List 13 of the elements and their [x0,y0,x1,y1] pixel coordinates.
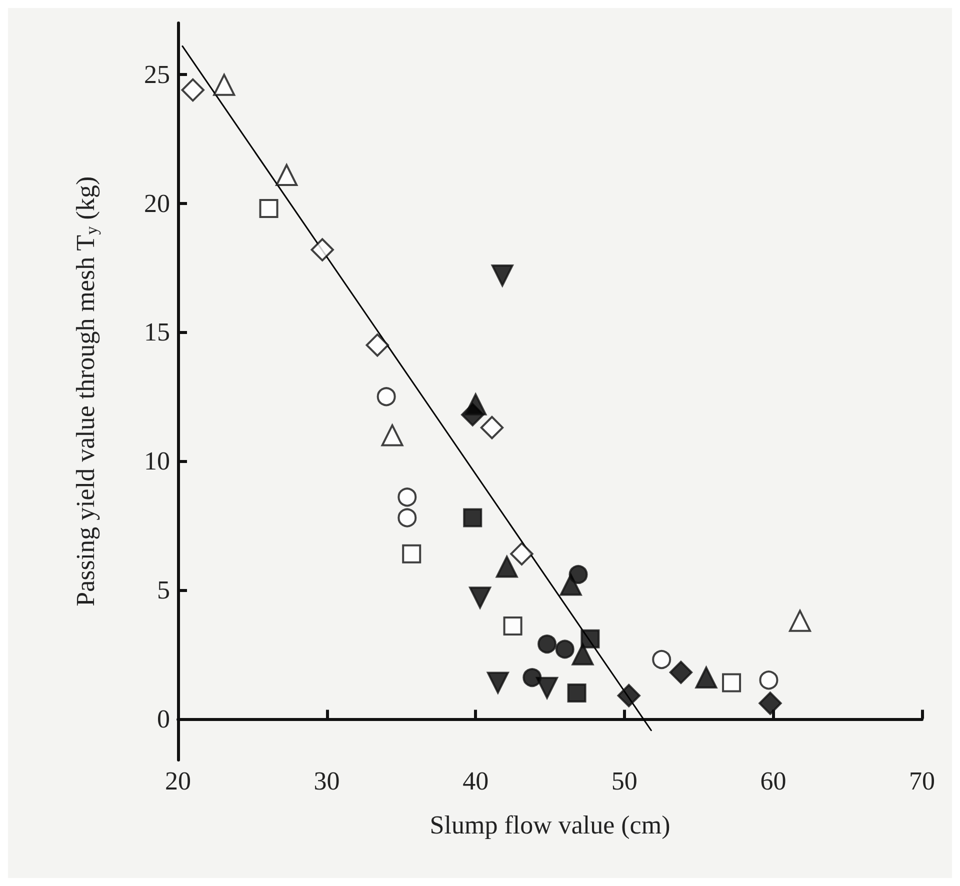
y-tick-label: 10 [144,446,170,476]
x-tick-label: 70 [909,766,935,796]
x-tick-label: 60 [760,766,786,796]
y-tick-label: 25 [144,60,170,90]
y-axis-title: Passing yield value through mesh Ty (kg) [71,176,101,606]
x-tick-label: 50 [611,766,638,796]
y-tick-label: 5 [157,575,170,604]
y-tick-label: 15 [144,318,170,347]
x-tick-label: 30 [314,766,340,796]
y-tick-label: 0 [157,704,170,734]
y-tick-label: 20 [144,188,170,218]
x-axis-title: Slump flow value (cm) [430,810,670,840]
x-tick-label: 40 [462,766,489,796]
